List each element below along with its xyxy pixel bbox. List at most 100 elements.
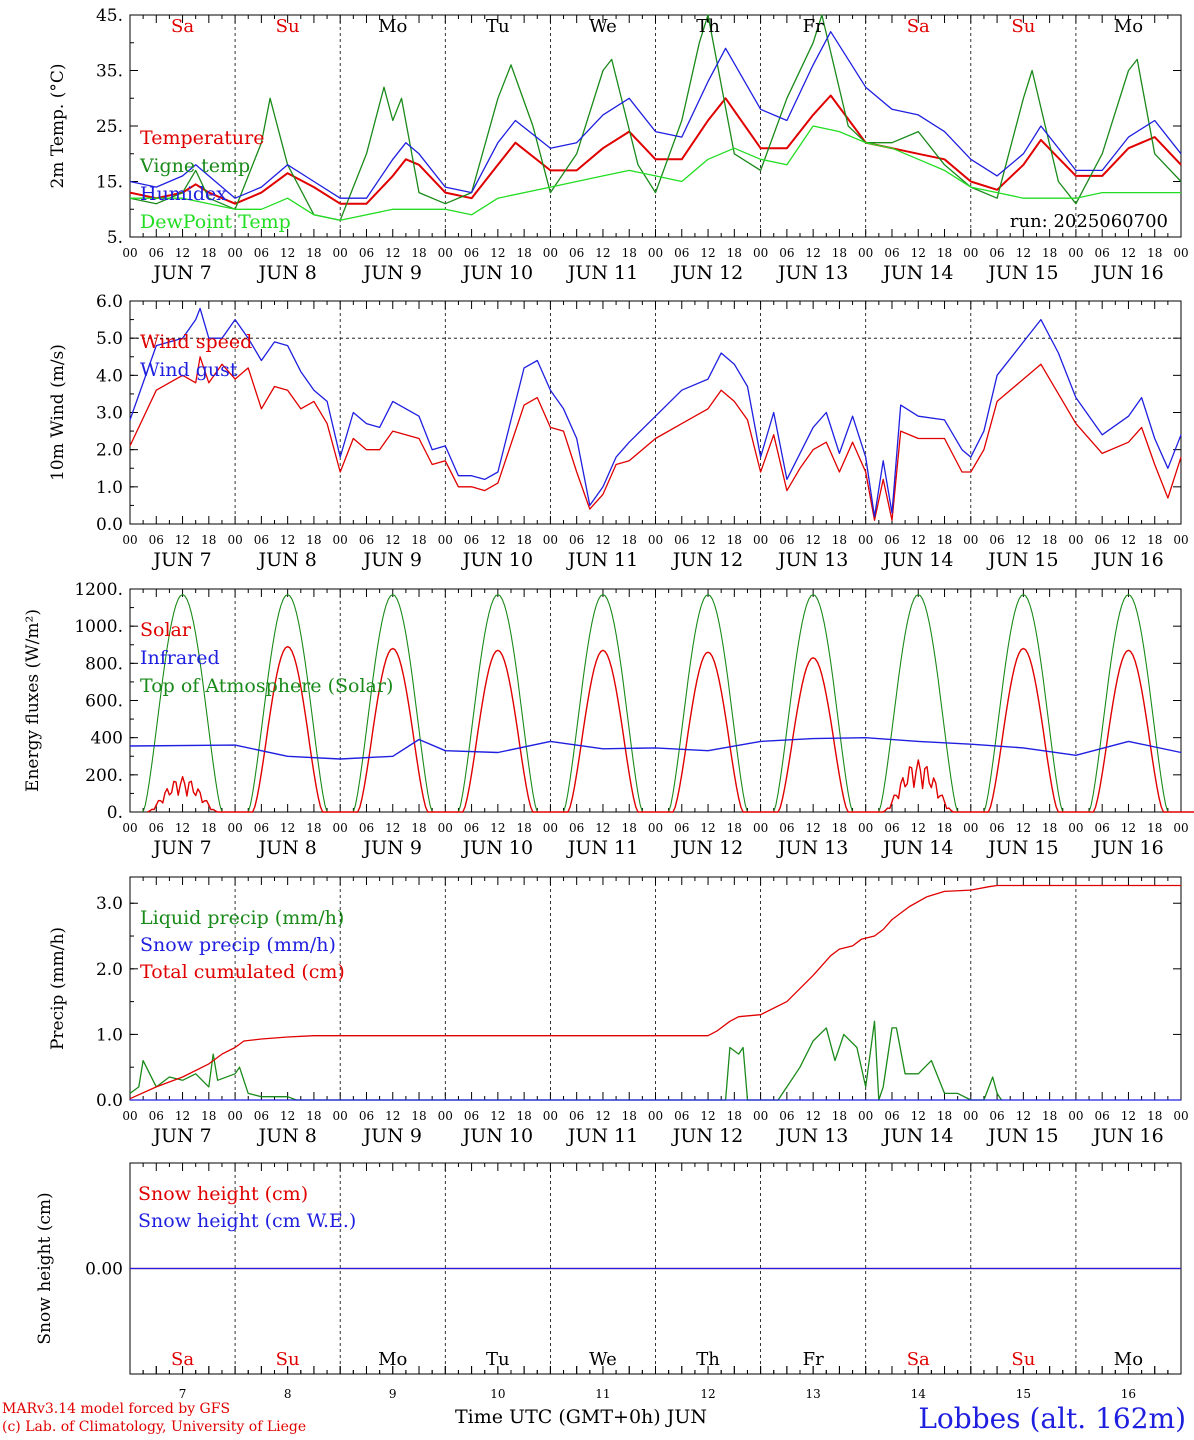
energy-hour-label: 12 bbox=[1121, 821, 1136, 835]
precip-hour-label: 00 bbox=[1068, 1109, 1083, 1123]
temp-hour-label: 12 bbox=[175, 246, 190, 260]
precip-hour-label: 00 bbox=[648, 1109, 663, 1123]
energy-hour-label: 00 bbox=[1068, 821, 1083, 835]
wind-hour-label: 18 bbox=[832, 533, 847, 547]
snow-y-axis-label: Snow height (cm) bbox=[35, 1192, 55, 1344]
wind-hour-label: 00 bbox=[858, 533, 873, 547]
wind-wind-gust-line bbox=[129, 307, 1182, 518]
energy-hour-label: 00 bbox=[438, 821, 453, 835]
temp-weekday-label: Su bbox=[1011, 16, 1035, 37]
temp-vigne-temp-line bbox=[129, 14, 1182, 221]
energy-hour-label: 06 bbox=[464, 821, 479, 835]
snow-weekday-label: Mo bbox=[378, 1349, 407, 1370]
precip-date-label: JUN 14 bbox=[881, 1125, 953, 1147]
precip-hour-label: 18 bbox=[411, 1109, 426, 1123]
temp-weekday-label: Sa bbox=[171, 16, 194, 37]
panel-precip bbox=[129, 876, 1182, 1101]
snow-legend-snow-height-cm-: Snow height (cm) bbox=[138, 1183, 308, 1205]
wind-hour-label: 06 bbox=[1095, 533, 1110, 547]
precip-hour-label: 06 bbox=[464, 1109, 479, 1123]
wind-legend-wind-gust: Wind gust bbox=[140, 359, 238, 381]
wind-hour-label: 12 bbox=[1016, 533, 1031, 547]
precip-y-tick-label: 0.0 bbox=[96, 1091, 123, 1111]
snow-weekday-label: Su bbox=[276, 1349, 300, 1370]
wind-date-label: JUN 15 bbox=[986, 549, 1058, 571]
infrared-line bbox=[129, 737, 1182, 760]
temp-date-label: JUN 16 bbox=[1091, 262, 1163, 284]
precip-hour-label: 12 bbox=[490, 1109, 505, 1123]
energy-hour-label: 12 bbox=[175, 821, 190, 835]
precip-hour-label: 06 bbox=[1095, 1109, 1110, 1123]
energy-frame bbox=[129, 588, 1182, 813]
temp-hour-label: 06 bbox=[149, 246, 164, 260]
precip-hour-label: 18 bbox=[1042, 1109, 1057, 1123]
temp-y-tick-label: 5. bbox=[107, 228, 123, 248]
wind-hour-label: 12 bbox=[280, 533, 295, 547]
energy-hour-label: 00 bbox=[753, 821, 768, 835]
solar-line bbox=[147, 645, 1194, 813]
wind-hour-label: 18 bbox=[1042, 533, 1057, 547]
snow-y-tick-label: 0.00 bbox=[85, 1260, 123, 1280]
temp-hour-label: 00 bbox=[963, 246, 978, 260]
snow-weekday-label: Sa bbox=[907, 1349, 930, 1370]
wind-hour-label: 00 bbox=[753, 533, 768, 547]
energy-date-label: JUN 9 bbox=[362, 837, 422, 859]
temp-hour-label: 12 bbox=[280, 246, 295, 260]
temp-humidex-line bbox=[129, 31, 1182, 199]
temp-legend-dewpoint-temp: DewPoint Temp bbox=[140, 211, 291, 233]
energy-hour-label: 00 bbox=[648, 821, 663, 835]
wind-hour-label: 06 bbox=[464, 533, 479, 547]
energy-hour-label: 18 bbox=[832, 821, 847, 835]
snow-day-number: 14 bbox=[911, 1387, 927, 1401]
snow-weekday-label: Su bbox=[1011, 1349, 1035, 1370]
energy-hour-label: 12 bbox=[490, 821, 505, 835]
wind-date-label: JUN 8 bbox=[256, 549, 316, 571]
temp-dewpoint-temp-line bbox=[130, 125, 1181, 221]
toa-solar-line bbox=[142, 594, 1192, 813]
temp-hour-label: 00 bbox=[122, 246, 137, 260]
panel-snow bbox=[129, 1162, 1182, 1375]
temp-hour-label: 06 bbox=[989, 246, 1004, 260]
energy-hour-label: 06 bbox=[674, 821, 689, 835]
precip-hour-label: 06 bbox=[884, 1109, 899, 1123]
precip-hour-label: 12 bbox=[911, 1109, 926, 1123]
temp-hour-label: 18 bbox=[937, 246, 952, 260]
energy-hour-label: 00 bbox=[963, 821, 978, 835]
temp-hour-label: 12 bbox=[595, 246, 610, 260]
temp-hour-label: 00 bbox=[648, 246, 663, 260]
energy-date-label: JUN 8 bbox=[256, 837, 316, 859]
x-axis-title: Time UTC (GMT+0h) JUN bbox=[455, 1406, 707, 1428]
energy-hour-label: 06 bbox=[359, 821, 374, 835]
precip-hour-label: 00 bbox=[438, 1109, 453, 1123]
temp-legend-temperature: Temperature bbox=[140, 127, 264, 149]
energy-y-axis-label: Energy fluxes (W/m²) bbox=[23, 609, 43, 792]
temp-date-label: JUN 13 bbox=[776, 262, 848, 284]
energy-date-label: JUN 13 bbox=[776, 837, 848, 859]
temp-hour-label: 12 bbox=[806, 246, 821, 260]
precip-hour-label: 12 bbox=[175, 1109, 190, 1123]
energy-hour-label: 06 bbox=[884, 821, 899, 835]
wind-y-axis-label: 10m Wind (m/s) bbox=[48, 344, 68, 481]
wind-hour-label: 00 bbox=[648, 533, 663, 547]
snow-day-number: 11 bbox=[595, 1387, 610, 1401]
precip-y-axis-label: Precip (mm/h) bbox=[48, 927, 68, 1050]
precip-date-label: JUN 10 bbox=[461, 1125, 533, 1147]
wind-y-tick-label: 0.0 bbox=[96, 515, 123, 535]
energy-y-tick-label: 1000. bbox=[74, 617, 123, 637]
precip-hour-label: 18 bbox=[201, 1109, 216, 1123]
precip-date-label: JUN 16 bbox=[1091, 1125, 1163, 1147]
snow-day-number: 9 bbox=[389, 1387, 397, 1401]
temp-weekday-label: Su bbox=[276, 16, 300, 37]
energy-hour-label: 18 bbox=[937, 821, 952, 835]
precip-hour-label: 18 bbox=[937, 1109, 952, 1123]
energy-date-label: JUN 16 bbox=[1091, 837, 1163, 859]
energy-y-tick-label: 400 bbox=[91, 729, 123, 749]
temp-date-label: JUN 9 bbox=[362, 262, 422, 284]
precip-hour-label: 18 bbox=[516, 1109, 531, 1123]
temp-hour-label: 00 bbox=[543, 246, 558, 260]
temp-hour-label: 06 bbox=[464, 246, 479, 260]
temp-hour-label: 18 bbox=[1042, 246, 1057, 260]
precip-hour-label: 12 bbox=[280, 1109, 295, 1123]
wind-hour-label: 06 bbox=[884, 533, 899, 547]
